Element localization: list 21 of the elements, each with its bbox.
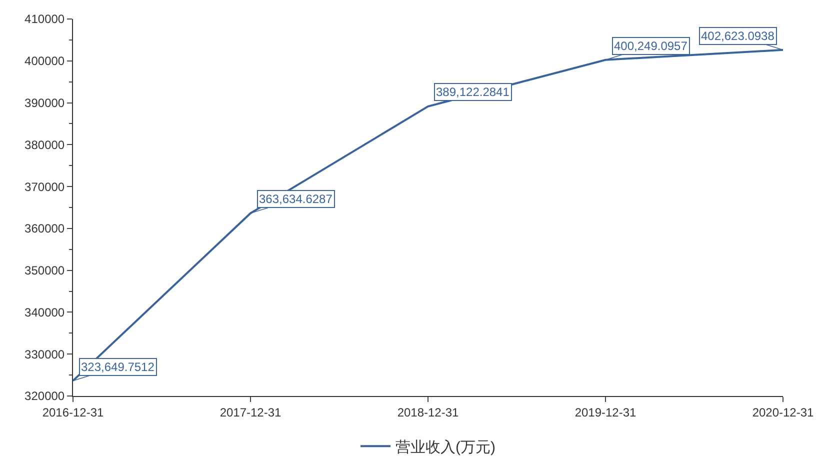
data-label: 323,649.7512 <box>81 360 155 374</box>
data-label: 400,249.0957 <box>614 39 688 53</box>
x-tick-label: 2017-12-31 <box>220 405 282 420</box>
legend-label: 营业收入(万元) <box>396 439 496 456</box>
data-label: 363,634.6287 <box>259 192 333 206</box>
x-tick-label: 2020-12-31 <box>752 405 814 420</box>
y-tick-label: 390000 <box>24 96 65 110</box>
x-tick-label: 2016-12-31 <box>42 405 104 420</box>
data-label: 402,623.0938 <box>701 29 775 43</box>
y-tick-label: 370000 <box>24 180 65 194</box>
y-tick-label: 330000 <box>24 347 65 362</box>
x-tick-label: 2019-12-31 <box>574 405 637 420</box>
y-tick-label: 400000 <box>24 54 65 68</box>
y-tick-label: 320000 <box>24 389 65 404</box>
y-tick-label: 410000 <box>24 12 65 26</box>
y-tick-label: 340000 <box>24 305 65 320</box>
x-tick-label: 2018-12-31 <box>397 405 460 420</box>
data-label: 389,122.2841 <box>436 85 510 99</box>
y-tick-label: 380000 <box>24 138 65 152</box>
y-tick-label: 360000 <box>24 222 65 236</box>
y-tick-label: 350000 <box>24 264 65 278</box>
